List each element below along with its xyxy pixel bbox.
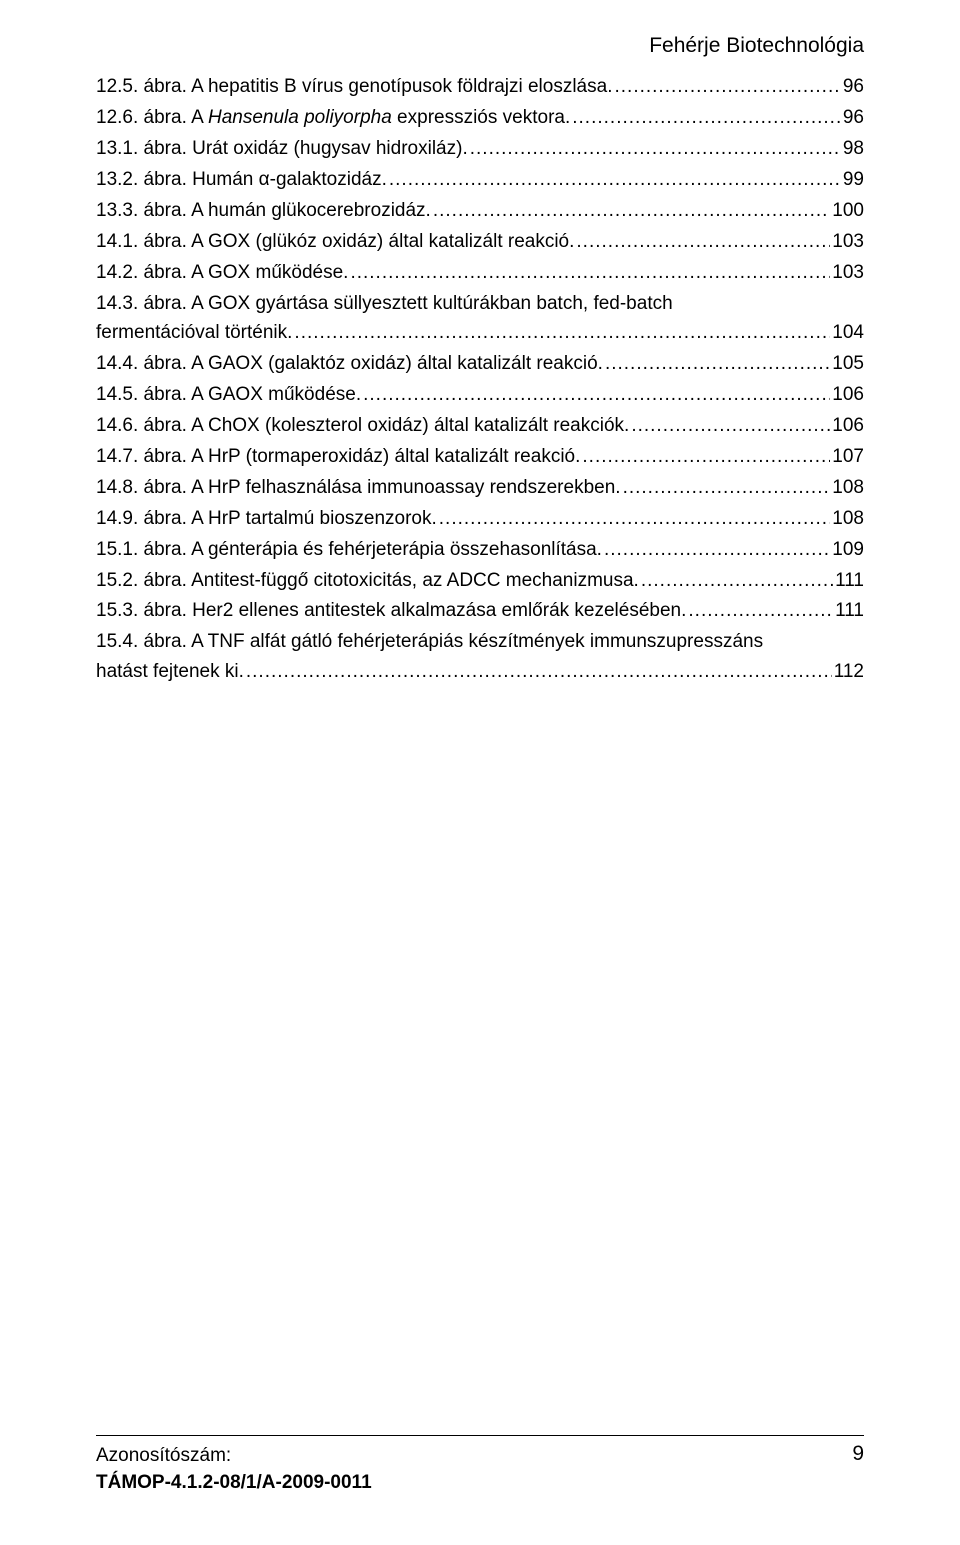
running-header: Fehérje Biotechnológia bbox=[649, 34, 864, 58]
toc-entry-label: 14.8. ábra. A HrP felhasználása immunoas… bbox=[96, 473, 621, 502]
toc-entry: 12.6. ábra. A Hansenula poliyorpha expre… bbox=[96, 103, 864, 132]
toc-entry-label: 13.1. ábra. Urát oxidáz (hugysav hidroxi… bbox=[96, 134, 468, 163]
toc-leader-dots bbox=[641, 566, 833, 595]
toc-entry-label: 14.6. ábra. A ChOX (koleszterol oxidáz) … bbox=[96, 411, 629, 440]
toc-entry-page: 108 bbox=[832, 473, 864, 502]
footer-id-label: Azonosítószám: bbox=[96, 1442, 372, 1470]
toc-entry-label: 15.3. ábra. Her2 ellenes antitestek alka… bbox=[96, 596, 686, 625]
toc-entry-page: 107 bbox=[832, 442, 864, 471]
page-footer: Azonosítószám: TÁMOP-4.1.2-08/1/A-2009-0… bbox=[96, 1435, 864, 1497]
toc-entry-label: 12.6. ábra. A Hansenula poliyorpha expre… bbox=[96, 103, 570, 132]
toc-entry-label: 15.2. ábra. Antitest-függő citotoxicitás… bbox=[96, 566, 639, 595]
toc-entry-label: 14.7. ábra. A HrP (tormaperoxidáz) által… bbox=[96, 442, 580, 471]
toc-leader-dots bbox=[433, 196, 830, 225]
toc-leader-dots bbox=[246, 657, 832, 686]
toc-leader-dots bbox=[605, 349, 830, 378]
toc-entry-label: 14.2. ábra. A GOX működése. bbox=[96, 258, 348, 287]
toc-entry: 14.6. ábra. A ChOX (koleszterol oxidáz) … bbox=[96, 411, 864, 440]
toc-entry: 13.1. ábra. Urát oxidáz (hugysav hidroxi… bbox=[96, 134, 864, 163]
footer-id-value: TÁMOP-4.1.2-08/1/A-2009-0011 bbox=[96, 1469, 372, 1497]
toc-entry: hatást fejtenek ki. 112 bbox=[96, 657, 864, 686]
toc-entry-label: 14.1. ábra. A GOX (glükóz oxidáz) által … bbox=[96, 227, 574, 256]
toc-leader-dots bbox=[631, 411, 830, 440]
toc-entry-page: 96 bbox=[843, 103, 864, 132]
toc-entry-continuation: hatást fejtenek ki. bbox=[96, 657, 244, 686]
toc-list: 12.5. ábra. A hepatitis B vírus genotípu… bbox=[96, 72, 864, 688]
toc-leader-dots bbox=[439, 504, 831, 533]
toc-entry-label: 14.3. ábra. A GOX gyártása süllyesztett … bbox=[96, 289, 864, 318]
toc-entry: 13.2. ábra. Humán α-galaktozidáz. 99 bbox=[96, 165, 864, 194]
toc-entry: 13.3. ábra. A humán glükocerebrozidáz. 1… bbox=[96, 196, 864, 225]
toc-entry-page: 106 bbox=[832, 380, 864, 409]
toc-entry: 14.1. ábra. A GOX (glükóz oxidáz) által … bbox=[96, 227, 864, 256]
toc-leader-dots bbox=[572, 103, 841, 132]
toc-leader-dots bbox=[389, 165, 841, 194]
toc-entry-label: 13.2. ábra. Humán α-galaktozidáz. bbox=[96, 165, 387, 194]
toc-entry-label: 14.5. ábra. A GAOX működése. bbox=[96, 380, 361, 409]
toc-entry: 14.9. ábra. A HrP tartalmú bioszenzorok.… bbox=[96, 504, 864, 533]
toc-entry-page: 111 bbox=[835, 566, 864, 595]
toc-entry-label: 13.3. ábra. A humán glükocerebrozidáz. bbox=[96, 196, 431, 225]
toc-leader-dots bbox=[623, 473, 831, 502]
toc-entry-page: 108 bbox=[832, 504, 864, 533]
toc-entry-page: 112 bbox=[834, 657, 864, 686]
toc-entry-page: 103 bbox=[832, 227, 864, 256]
toc-leader-dots bbox=[350, 258, 830, 287]
toc-entry-page: 106 bbox=[832, 411, 864, 440]
toc-entry: 12.5. ábra. A hepatitis B vírus genotípu… bbox=[96, 72, 864, 101]
toc-entry-label: 14.9. ábra. A HrP tartalmú bioszenzorok. bbox=[96, 504, 437, 533]
toc-entry-page: 96 bbox=[843, 72, 864, 101]
toc-leader-dots bbox=[363, 380, 830, 409]
toc-leader-dots bbox=[604, 535, 830, 564]
toc-entry-label: 12.5. ábra. A hepatitis B vírus genotípu… bbox=[96, 72, 612, 101]
toc-leader-dots bbox=[688, 596, 833, 625]
toc-leader-dots bbox=[294, 318, 830, 347]
toc-entry-page: 111 bbox=[835, 596, 864, 625]
toc-entry-label: 15.1. ábra. A génterápia és fehérjeteráp… bbox=[96, 535, 602, 564]
footer-divider bbox=[96, 1435, 864, 1436]
toc-entry: 15.1. ábra. A génterápia és fehérjeteráp… bbox=[96, 535, 864, 564]
toc-entry-page: 105 bbox=[832, 349, 864, 378]
toc-entry: fermentációval történik. 104 bbox=[96, 318, 864, 347]
toc-leader-dots bbox=[614, 72, 840, 101]
toc-entry-page: 99 bbox=[843, 165, 864, 194]
toc-entry-label: 15.4. ábra. A TNF alfát gátló fehérjeter… bbox=[96, 627, 864, 656]
toc-entry: 14.8. ábra. A HrP felhasználása immunoas… bbox=[96, 473, 864, 502]
toc-entry: 14.7. ábra. A HrP (tormaperoxidáz) által… bbox=[96, 442, 864, 471]
toc-leader-dots bbox=[576, 227, 830, 256]
toc-entry-page: 104 bbox=[832, 318, 864, 347]
page-number: 9 bbox=[852, 1442, 864, 1466]
toc-entry-page: 100 bbox=[832, 196, 864, 225]
toc-leader-dots bbox=[470, 134, 841, 163]
toc-entry-page: 109 bbox=[832, 535, 864, 564]
toc-entry-continuation: fermentációval történik. bbox=[96, 318, 292, 347]
toc-entry-page: 98 bbox=[843, 134, 864, 163]
toc-entry-label: 14.4. ábra. A GAOX (galaktóz oxidáz) ált… bbox=[96, 349, 603, 378]
toc-entry: 14.5. ábra. A GAOX működése. 106 bbox=[96, 380, 864, 409]
toc-entry: 14.2. ábra. A GOX működése. 103 bbox=[96, 258, 864, 287]
toc-entry: 15.2. ábra. Antitest-függő citotoxicitás… bbox=[96, 566, 864, 595]
toc-leader-dots bbox=[582, 442, 830, 471]
toc-entry: 14.4. ábra. A GAOX (galaktóz oxidáz) ált… bbox=[96, 349, 864, 378]
toc-entry-page: 103 bbox=[832, 258, 864, 287]
toc-entry: 15.3. ábra. Her2 ellenes antitestek alka… bbox=[96, 596, 864, 625]
